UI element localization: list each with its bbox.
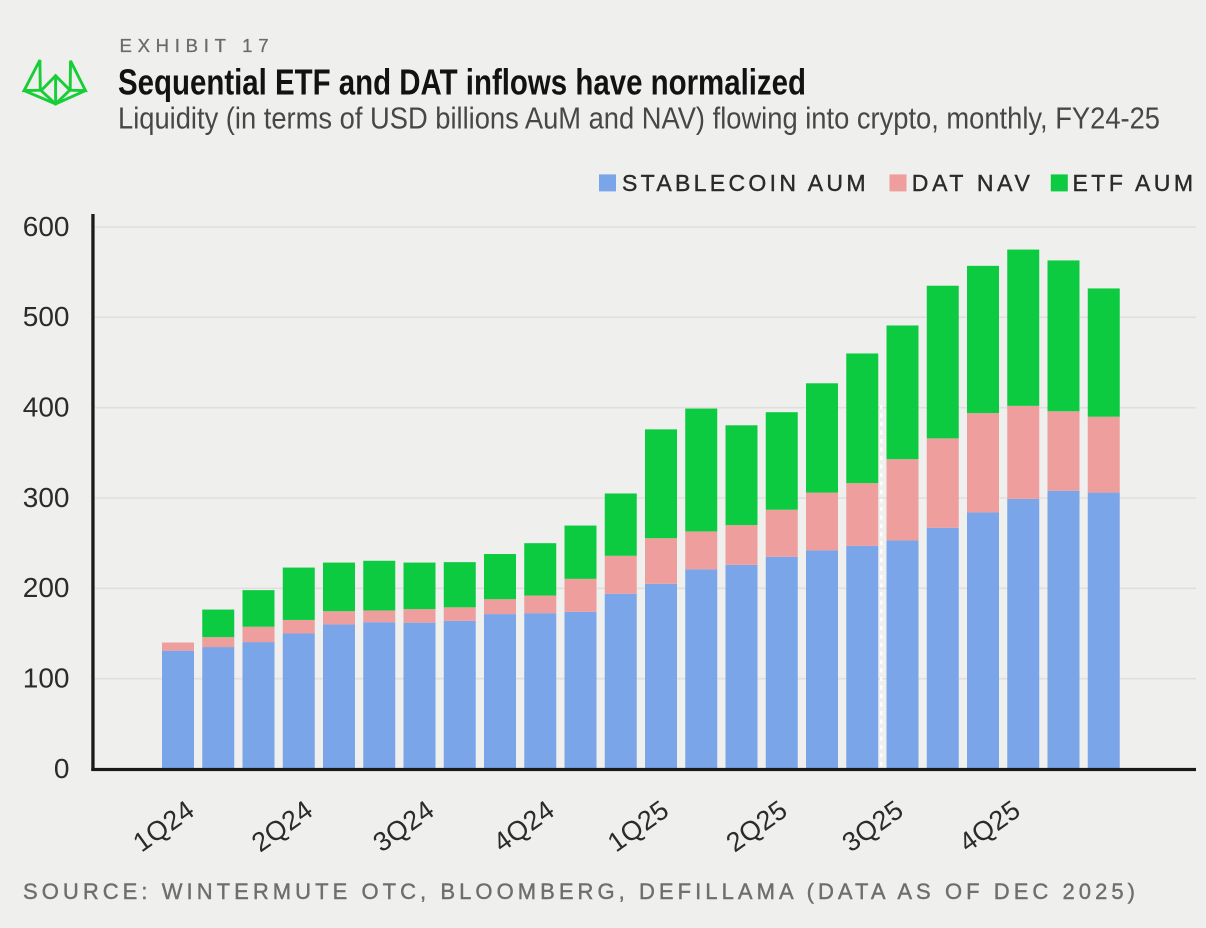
svg-text:100: 100 bbox=[23, 663, 70, 694]
svg-text:300: 300 bbox=[23, 482, 70, 513]
svg-text:500: 500 bbox=[23, 301, 70, 332]
svg-text:200: 200 bbox=[23, 572, 70, 603]
svg-text:SOURCE: WINTERMUTE OTC, BLOOMB: SOURCE: WINTERMUTE OTC, BLOOMBERG, DEFIL… bbox=[23, 879, 1135, 904]
svg-text:Liquidity (in terms of USD bil: Liquidity (in terms of USD billions AuM … bbox=[118, 102, 1160, 136]
svg-text:600: 600 bbox=[23, 211, 70, 242]
svg-text:STABLECOIN AUM: STABLECOIN AUM bbox=[622, 170, 866, 196]
svg-text:400: 400 bbox=[23, 392, 70, 423]
svg-text:Sequential ETF and DAT inflows: Sequential ETF and DAT inflows have norm… bbox=[118, 62, 806, 103]
svg-text:0: 0 bbox=[54, 753, 70, 784]
svg-text:EXHIBIT 17: EXHIBIT 17 bbox=[120, 35, 269, 56]
